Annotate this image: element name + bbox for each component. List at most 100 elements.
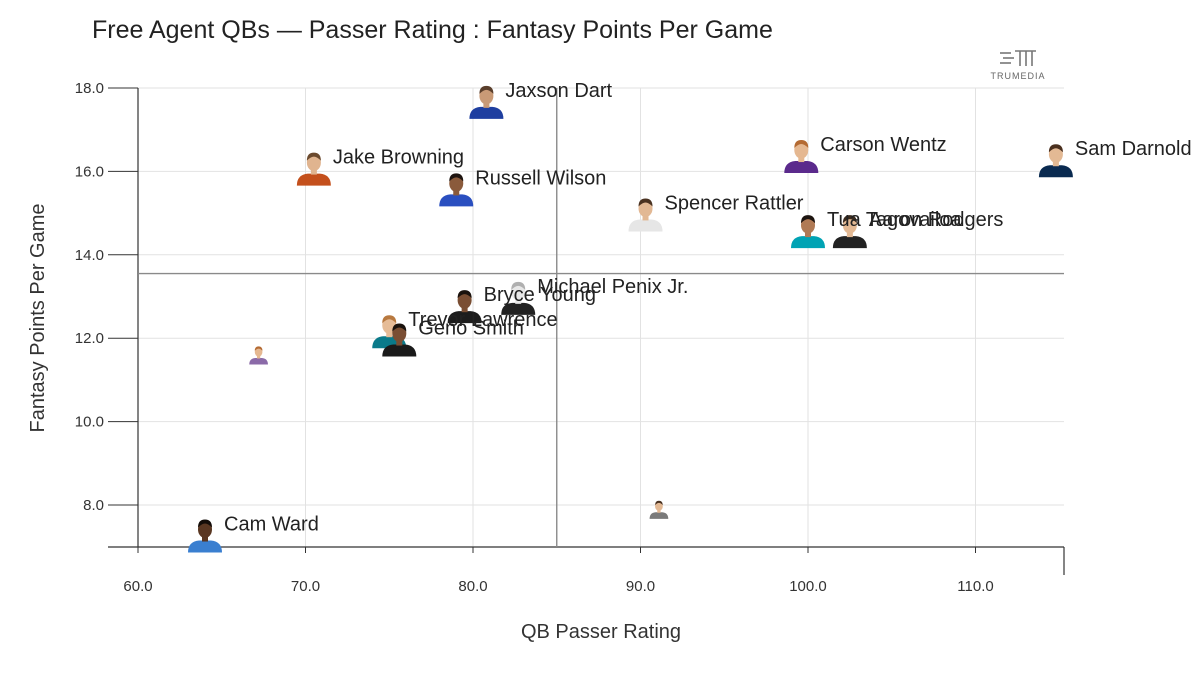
player-label: Michael Penix Jr.: [537, 276, 688, 298]
player-label: Carson Wentz: [820, 134, 946, 156]
player-marker[interactable]: [501, 281, 536, 315]
player-jersey: [382, 344, 417, 357]
player-label: Sam Darnold: [1075, 138, 1192, 160]
player-hair: [511, 281, 526, 290]
player-marker[interactable]: [249, 346, 268, 365]
player-neck: [515, 298, 522, 304]
x-tick-label: 70.0: [291, 578, 320, 595]
player-hair: [801, 215, 815, 224]
y-tick-label: 10.0: [75, 414, 104, 431]
player-jersey: [628, 219, 663, 232]
player-hair: [842, 215, 857, 224]
player-hair: [449, 173, 464, 182]
player-head: [457, 291, 472, 309]
player-hair: [306, 152, 321, 161]
grid-layer: [137, 87, 1064, 547]
player-label: Bryce Young: [484, 284, 596, 306]
player-head: [306, 154, 321, 172]
player-hair: [254, 346, 263, 351]
x-tick-label: 60.0: [123, 578, 152, 595]
player-neck: [483, 102, 490, 108]
player-marker[interactable]: [382, 323, 417, 357]
player-neck: [310, 169, 317, 175]
player-jersey: [1038, 165, 1073, 178]
y-tick-label: 18.0: [75, 80, 104, 97]
player-marker[interactable]: [832, 215, 867, 249]
player-hair: [457, 290, 472, 299]
player-label: Spencer Rattler: [665, 192, 804, 214]
player-marker[interactable]: [1038, 144, 1073, 178]
player-marker[interactable]: [649, 500, 669, 519]
player-neck: [202, 536, 208, 542]
player-label: Cam Ward: [224, 514, 319, 536]
player-neck: [386, 332, 393, 338]
brand-logo: TRUMEDIA: [991, 50, 1046, 81]
player-head: [392, 325, 407, 343]
player-jersey: [791, 236, 825, 249]
player-marker[interactable]: [784, 140, 819, 174]
player-neck: [846, 232, 853, 238]
player-label: Trevor Lawrence: [408, 309, 557, 331]
y-tick-label: 8.0: [83, 497, 104, 514]
player-marker[interactable]: [791, 215, 825, 249]
player-marker[interactable]: [439, 173, 474, 207]
player-hair: [655, 500, 663, 506]
player-marker[interactable]: [188, 519, 222, 553]
x-tick-label: 100.0: [789, 578, 827, 595]
brand-name: TRUMEDIA: [991, 71, 1046, 81]
player-hair: [794, 140, 809, 149]
player-jersey: [501, 302, 536, 315]
player-jersey: [649, 512, 669, 519]
player-marker[interactable]: [628, 198, 663, 232]
player-jersey: [249, 357, 268, 365]
player-jersey: [439, 194, 474, 207]
player-head: [449, 174, 464, 192]
player-head: [638, 199, 653, 217]
player-neck: [657, 510, 661, 513]
player-neck: [805, 232, 811, 238]
x-tick-label: 90.0: [626, 578, 655, 595]
player-jersey: [469, 106, 504, 119]
player-hair: [638, 198, 653, 207]
player-head: [801, 216, 815, 234]
player-label: Geno Smith: [418, 318, 524, 340]
y-axis-title: Fantasy Points Per Game: [27, 204, 49, 433]
x-tick-label: 110.0: [957, 578, 993, 595]
player-neck: [461, 307, 468, 313]
player-head: [511, 283, 526, 301]
player-head: [1048, 145, 1063, 163]
player-neck: [798, 157, 805, 163]
point-labels-layer: Jaxson Dart Jake Browning Russell Wilson Ca…: [224, 80, 1192, 536]
y-tick-label: 12.0: [75, 330, 104, 347]
player-hair: [392, 323, 407, 332]
y-tick-label: 14.0: [75, 247, 104, 264]
player-head: [254, 347, 263, 357]
player-neck: [1052, 161, 1059, 167]
player-jersey: [188, 540, 222, 553]
player-jersey: [296, 173, 331, 186]
player-neck: [642, 215, 649, 221]
player-neck: [396, 340, 403, 346]
trumedia-logo-icon: [1000, 50, 1036, 66]
player-head: [198, 521, 212, 539]
player-jersey: [832, 236, 867, 249]
player-hair: [198, 519, 212, 528]
player-neck: [256, 355, 261, 359]
player-head: [794, 141, 809, 159]
player-jersey: [447, 311, 482, 324]
player-marker[interactable]: [447, 290, 482, 324]
player-marker[interactable]: [296, 152, 331, 186]
player-label: Jake Browning: [333, 147, 464, 169]
player-head: [842, 216, 857, 234]
player-label: Jaxson Dart: [505, 80, 612, 102]
axes-layer: 60.0 70.0 80.0 90.0 100.0 110.0 8.0 10.0 12.0 14.…: [75, 80, 1065, 595]
player-hair: [382, 315, 397, 324]
x-axis-title: QB Passer Rating: [521, 621, 681, 643]
player-marker[interactable]: [469, 85, 504, 119]
player-label: Russell Wilson: [475, 167, 606, 189]
player-hair: [1048, 144, 1063, 153]
player-head: [479, 87, 494, 105]
chart-title: Free Agent QBs — Passer Rating : Fantasy…: [92, 16, 773, 44]
y-tick-label: 16.0: [75, 163, 104, 180]
